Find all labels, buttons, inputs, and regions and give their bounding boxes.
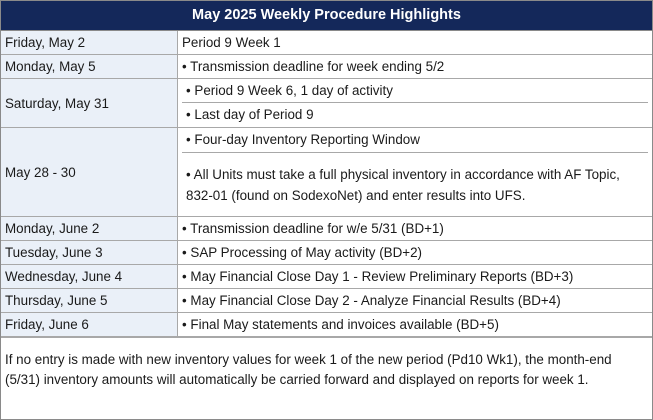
table-row: Friday, May 2 Period 9 Week 1 bbox=[1, 31, 652, 55]
table-title: May 2025 Weekly Procedure Highlights bbox=[1, 1, 652, 31]
description-item: • Period 9 Week 6, 1 day of activity bbox=[182, 79, 648, 103]
date-cell: Tuesday, June 3 bbox=[1, 240, 178, 265]
table-row: Tuesday, June 3 • SAP Processing of May … bbox=[1, 240, 652, 265]
date-cell: Friday, May 2 bbox=[1, 31, 178, 55]
table-row: Friday, June 6 • Final May statements an… bbox=[1, 312, 652, 337]
date-cell: Friday, June 6 bbox=[1, 312, 178, 337]
table-row: Wednesday, June 4 • May Financial Close … bbox=[1, 264, 652, 289]
table-row: Monday, June 2 • Transmission deadline f… bbox=[1, 216, 652, 241]
description-cell: • May Financial Close Day 1 - Review Pre… bbox=[177, 264, 652, 289]
table-row: May 28 - 30 • Four-day Inventory Reporti… bbox=[1, 127, 652, 217]
procedure-table: Friday, May 2 Period 9 Week 1 Monday, Ma… bbox=[1, 31, 652, 337]
date-cell: Monday, May 5 bbox=[1, 54, 178, 79]
description-cell: Period 9 Week 1 bbox=[177, 31, 652, 55]
description-cell: • Transmission deadline for week ending … bbox=[177, 54, 652, 79]
description-item: • Last day of Period 9 bbox=[186, 107, 314, 122]
table-row: Thursday, June 5 • May Financial Close D… bbox=[1, 288, 652, 313]
description-cell: • Final May statements and invoices avai… bbox=[177, 312, 652, 337]
description-item-text: • All Units must take a full physical in… bbox=[186, 166, 620, 203]
footnote: If no entry is made with new inventory v… bbox=[1, 337, 652, 390]
table-row: Monday, May 5 • Transmission deadline fo… bbox=[1, 54, 652, 79]
date-cell: Saturday, May 31 bbox=[1, 78, 178, 128]
description-cell: • Four-day Inventory Reporting Window • … bbox=[177, 127, 652, 217]
description-cell: • May Financial Close Day 2 - Analyze Fi… bbox=[177, 288, 652, 313]
date-cell: Wednesday, June 4 bbox=[1, 264, 178, 289]
description-cell: • Transmission deadline for w/e 5/31 (BD… bbox=[177, 216, 652, 241]
date-cell: Monday, June 2 bbox=[1, 216, 178, 241]
table-row: Saturday, May 31 • Period 9 Week 6, 1 da… bbox=[1, 78, 652, 128]
description-cell: • Period 9 Week 6, 1 day of activity • L… bbox=[177, 78, 652, 128]
description-item: • All Units must take a full physical in… bbox=[182, 153, 648, 216]
date-cell: Thursday, June 5 bbox=[1, 288, 178, 313]
description-item: • Four-day Inventory Reporting Window bbox=[182, 128, 648, 153]
date-cell: May 28 - 30 bbox=[1, 127, 178, 217]
description-cell: • SAP Processing of May activity (BD+2) bbox=[177, 240, 652, 265]
